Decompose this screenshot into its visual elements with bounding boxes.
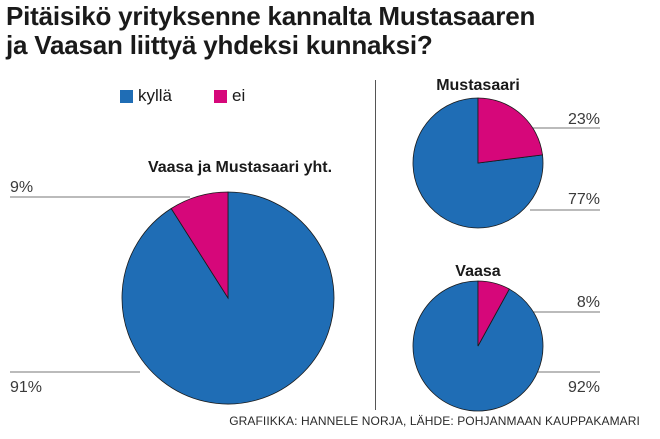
- pie-slices-vaasa: [412, 280, 544, 412]
- pct-label-combined-kylla: 91%: [10, 379, 42, 396]
- pie-title-combined: Vaasa ja Mustasaari yht.: [148, 159, 332, 176]
- pct-label-mustasaari-ei: 23%: [568, 111, 600, 128]
- pie-slices-mustasaari: [412, 97, 544, 229]
- pct-label-mustasaari-kylla: 77%: [568, 191, 600, 208]
- legend-swatch-kylla: [120, 89, 133, 103]
- pct-label-vaasa-kylla: 92%: [568, 379, 600, 396]
- legend: kyllä ei: [120, 86, 287, 106]
- pie-title-vaasa: Vaasa: [455, 263, 500, 280]
- pie-chart-combined: Vaasa ja Mustasaari yht. 9% 91%: [10, 159, 335, 405]
- title-line-2: ja Vaasan liittyä yhdeksi kunnaksi?: [6, 30, 433, 60]
- legend-label-ei: ei: [232, 86, 246, 105]
- legend-item-ei: ei: [214, 86, 245, 106]
- legend-item-kylla: kyllä: [120, 86, 172, 106]
- pie-title-mustasaari: Mustasaari: [436, 77, 520, 94]
- vertical-divider: [375, 80, 376, 410]
- pie-slice-mustasaari-ei: [477, 97, 543, 164]
- pct-label-vaasa-ei: 8%: [577, 294, 600, 311]
- pie-chart-mustasaari: Mustasaari 23% 77%: [412, 77, 600, 229]
- legend-swatch-ei: [214, 89, 228, 103]
- pie-slice-mustasaari-kylla: [412, 97, 544, 229]
- chart-title-main: Pitäisikö yrityksenne kannalta Mustasaar…: [6, 2, 656, 60]
- pie-slice-vaasa-ei: [477, 280, 510, 347]
- pie-slices-combined: [121, 191, 335, 405]
- title-line-1: Pitäisikö yrityksenne kannalta Mustasaar…: [6, 1, 536, 31]
- source-credit: GRAFIIKKA: HANNELE NORJA, LÄHDE: POHJANM…: [229, 414, 640, 428]
- pie-slice-combined-ei: [170, 191, 229, 300]
- legend-label-kylla: kyllä: [138, 86, 173, 105]
- pct-label-combined-ei: 9%: [10, 179, 33, 196]
- pie-chart-vaasa: Vaasa 8% 92%: [412, 263, 600, 412]
